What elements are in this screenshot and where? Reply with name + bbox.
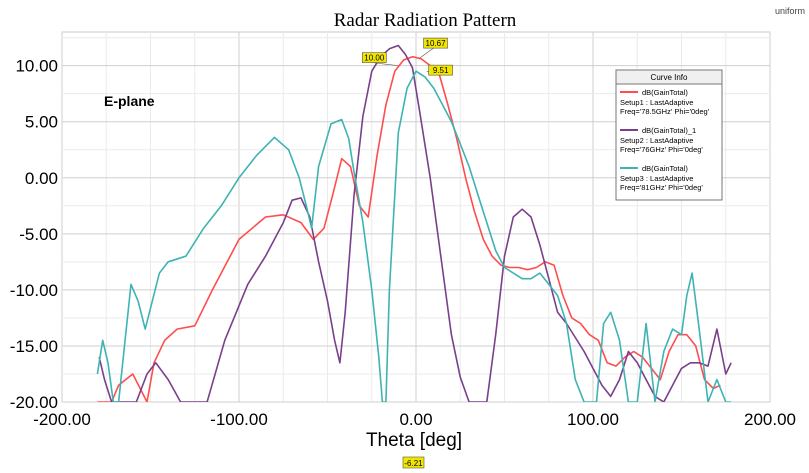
x-tick-label: -200.00 — [33, 410, 91, 429]
x-marker-label: -6.21 — [404, 459, 423, 468]
marker-badge: 9.51 — [426, 64, 453, 76]
y-tick-label: 5.00 — [25, 113, 58, 132]
series-line-2 — [98, 44, 732, 402]
legend-entry-freq: Freq='81GHz' Phi='0deg' — [620, 183, 703, 192]
x-tick-label: 200.00 — [744, 410, 796, 429]
y-tick-label: -5.00 — [19, 225, 58, 244]
marker-label: 9.51 — [433, 66, 449, 75]
x-tick-label: 100.00 — [567, 410, 619, 429]
legend-entry-freq: Freq='76GHz' Phi='0deg' — [620, 145, 703, 154]
x-tick-label: 0.00 — [399, 410, 432, 429]
legend-entry-name: dB(GainTotal)_1 — [642, 126, 696, 135]
y-tick-label: -15.00 — [10, 337, 58, 356]
x-tick-label: -100.00 — [210, 410, 268, 429]
series-line-1 — [97, 55, 721, 402]
chart-title: Radar Radiation Pattern — [334, 10, 517, 31]
legend-entry-freq: Freq='78.5GHz' Phi='0deg' — [620, 107, 710, 116]
legend-entry-setup: Setup3 : LastAdaptive — [620, 174, 693, 183]
marker-labels: 10.67 10.00 9.51 — [361, 37, 453, 76]
y-tick-label: 0.00 — [25, 169, 58, 188]
legend-entry-name: dB(GainTotal) — [642, 164, 688, 173]
legend-box[interactable]: Curve Info dB(GainTotal)Setup1 : LastAda… — [615, 69, 723, 201]
marker-label: 10.00 — [364, 54, 385, 63]
series-line-3 — [96, 70, 732, 402]
x-marker-badge: -6.21 — [402, 456, 425, 469]
y-tick-label: 10.00 — [15, 57, 58, 76]
y-axis-ticks: 10.00 5.00 0.00 -5.00 -10.00 -15.00 -20.00 — [10, 57, 58, 412]
marker-badge: 10.67 — [419, 37, 448, 59]
corner-label: uniform — [775, 6, 805, 16]
legend-title: Curve Info — [651, 73, 688, 82]
marker-badge: 10.00 — [361, 52, 399, 66]
x-axis-ticks: -200.00 -100.00 0.00 100.00 200.00 — [33, 410, 796, 429]
legend-entry-setup: Setup1 : LastAdaptive — [620, 98, 693, 107]
legend-entry-setup: Setup2 : LastAdaptive — [620, 136, 693, 145]
y-tick-label: -10.00 — [10, 281, 58, 300]
series-group — [96, 44, 732, 402]
y-tick-label: -20.00 — [10, 393, 58, 412]
x-axis-label: Theta [deg] — [366, 430, 462, 451]
marker-label: 10.67 — [426, 39, 447, 48]
e-plane-annotation: E-plane — [104, 93, 155, 109]
legend-entry-name: dB(GainTotal) — [642, 88, 688, 97]
